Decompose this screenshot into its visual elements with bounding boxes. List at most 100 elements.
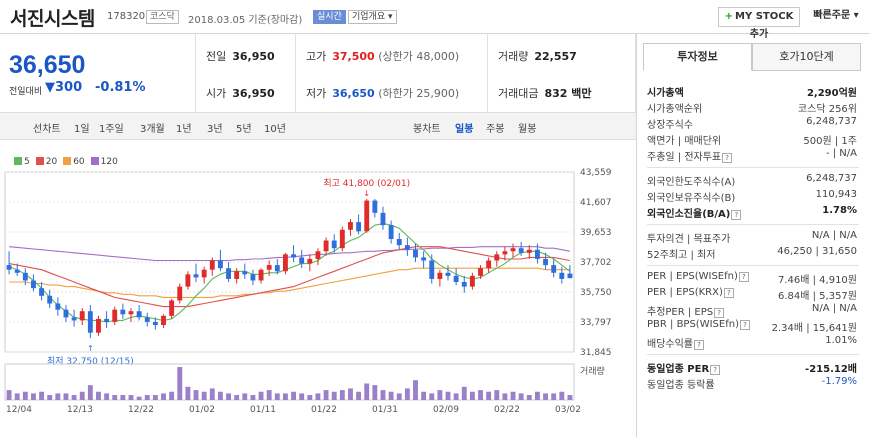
candle-body: [526, 249, 532, 253]
candle-body: [79, 311, 85, 321]
candle-body: [372, 200, 378, 213]
candle-body: [136, 311, 142, 318]
help-icon[interactable]: ?: [722, 153, 733, 163]
volume-bar: [526, 395, 532, 400]
info-value: 2,290억원: [806, 88, 857, 99]
info-row: 상장주식수 6,248,737: [647, 116, 857, 131]
ma-line-ma20: [8, 246, 571, 308]
period-3y[interactable]: 3년: [207, 124, 223, 135]
change-label: 전일대비: [9, 87, 43, 97]
volume-bar: [136, 396, 142, 400]
help-icon[interactable]: ?: [714, 308, 725, 318]
period-5y[interactable]: 5년: [236, 124, 252, 135]
volume-bar: [461, 386, 467, 400]
candle-chart-label: 봉차트: [413, 124, 441, 135]
ma-line-ma60: [9, 267, 570, 298]
tab-orderbook-10[interactable]: 호가10단계: [752, 43, 861, 71]
candle-daily[interactable]: 일봉: [455, 124, 474, 135]
corp-info-dropdown[interactable]: 기업개요 ▾: [348, 10, 397, 24]
period-1y[interactable]: 1년: [176, 124, 192, 135]
volume-bar: [331, 391, 337, 400]
info-label: 추정PER | EPS: [647, 307, 714, 318]
candle-body: [404, 245, 410, 250]
realtime-badge[interactable]: 실시간: [313, 10, 346, 24]
x-tick-label: 03/02: [555, 405, 581, 415]
legend-label-ma120: 120: [100, 157, 118, 167]
prev-close-label: 전일: [206, 50, 227, 63]
volume-bar: [258, 391, 264, 400]
candle-weekly[interactable]: 주봉: [486, 124, 505, 135]
candlestick-chart-svg: 43,559 41,607 39,653 37,702 35,750 33,797 31,8…: [4, 168, 612, 415]
info-label: 시가총액순위: [647, 104, 703, 115]
candle-monthly[interactable]: 월봉: [518, 124, 537, 135]
volume-bar: [274, 393, 280, 400]
section-divider: [647, 167, 859, 168]
add-mystock-button[interactable]: + MY STOCK 추가: [718, 7, 800, 40]
candle-body: [63, 309, 69, 318]
stock-name: 서진시스템: [10, 8, 95, 30]
tab-investment-info[interactable]: 투자정보: [643, 43, 752, 71]
quick-order-button[interactable]: 빠른주문 ▾: [806, 7, 866, 27]
x-tick-label: 02/09: [433, 405, 459, 415]
help-icon[interactable]: ?: [710, 365, 721, 375]
help-icon[interactable]: ?: [723, 288, 734, 298]
high-label: 고가: [306, 50, 327, 63]
volume-label: 거래량: [498, 50, 529, 63]
volume-bar: [250, 395, 256, 400]
candle-body: [282, 254, 288, 272]
candle-body: [22, 272, 28, 281]
help-icon[interactable]: ?: [694, 340, 704, 350]
period-1w[interactable]: 1주일: [99, 124, 124, 135]
help-icon[interactable]: ?: [731, 210, 742, 220]
volume-bar: [421, 391, 427, 400]
min-arrow-icon: ↑: [87, 344, 94, 353]
help-icon[interactable]: ?: [738, 272, 749, 282]
add-mystock-label: MY STOCK 추가: [735, 11, 794, 40]
investment-info-panel: 투자정보 호가10단계 시가총액 2,290억원 시가총액순위 코스닥 256위 상장주…: [636, 34, 870, 437]
volume-bar: [437, 390, 443, 400]
volume-bar: [388, 391, 394, 400]
candle-body: [31, 280, 36, 289]
candle-body: [96, 318, 101, 333]
x-tick-label: 02/22: [494, 405, 520, 415]
candle-body: [226, 268, 231, 279]
volume-bar: [209, 388, 215, 400]
info-label: PBR | BPS(WISEfn): [647, 319, 739, 330]
volume-bar: [339, 390, 345, 400]
info-label: PER | EPS(WISEfn): [647, 271, 738, 282]
candle-body: [478, 268, 483, 276]
candle-body: [299, 257, 305, 264]
volume-bar: [39, 391, 45, 400]
candle-body: [388, 225, 394, 239]
volume-bar: [502, 393, 508, 400]
volume-bar: [518, 393, 524, 400]
candle-body: [161, 315, 166, 326]
volume-bar: [152, 395, 158, 400]
info-value: 6,248,737: [806, 173, 857, 184]
volume-bar: [177, 367, 183, 400]
candle-body: [348, 222, 353, 230]
volume-bar: [266, 390, 272, 400]
candle-body: [323, 240, 329, 252]
volume-value: 22,557: [534, 50, 577, 63]
candle-body: [453, 275, 459, 283]
volume-bar: [161, 393, 166, 400]
help-icon[interactable]: ?: [739, 320, 750, 330]
volume-bar: [348, 388, 353, 400]
volume-bar: [445, 391, 451, 400]
period-10y[interactable]: 10년: [264, 124, 286, 135]
volume-bar: [486, 391, 492, 400]
legend-label-ma20: 20: [45, 157, 58, 167]
legend-swatch-ma5: [14, 157, 22, 165]
candle-body: [112, 309, 118, 322]
change-rate: -0.81%: [95, 80, 146, 95]
period-3m[interactable]: 3개월: [140, 124, 165, 135]
volume-bar: [144, 395, 150, 400]
volume-bar: [71, 395, 77, 400]
candle-body: [87, 311, 93, 333]
period-1d[interactable]: 1일: [74, 124, 90, 135]
candle-body: [177, 286, 183, 301]
line-chart-label: 선차트: [33, 124, 61, 135]
candle-body: [494, 254, 500, 261]
info-value: 1.78%: [822, 205, 857, 216]
